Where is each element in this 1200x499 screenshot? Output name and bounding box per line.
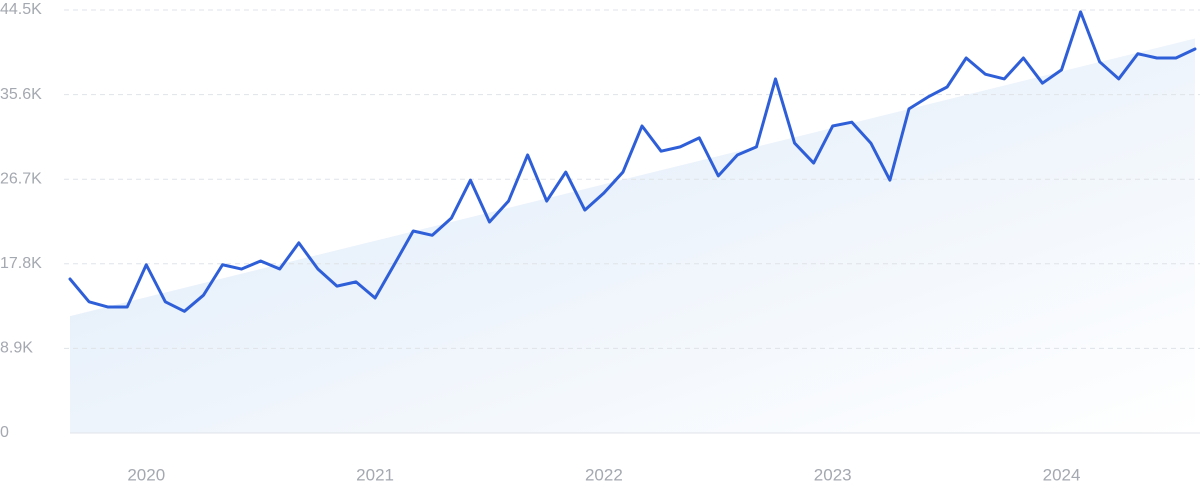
x-tick-label: 2022 xyxy=(585,465,623,484)
y-tick-label: 8.9K xyxy=(0,340,33,357)
y-tick-label: 44.5K xyxy=(0,1,42,18)
x-tick-label: 2020 xyxy=(127,465,165,484)
trend-area xyxy=(70,38,1195,434)
x-tick-label: 2023 xyxy=(814,465,852,484)
y-tick-label: 26.7K xyxy=(0,170,42,187)
y-tick-label: 35.6K xyxy=(0,86,42,103)
line xyxy=(68,10,1197,313)
y-tick-label: 0 xyxy=(0,424,9,441)
x-tick-label: 2024 xyxy=(1043,465,1081,484)
y-tick-label: 17.8K xyxy=(0,255,42,272)
x-tick-label: 2021 xyxy=(356,465,394,484)
